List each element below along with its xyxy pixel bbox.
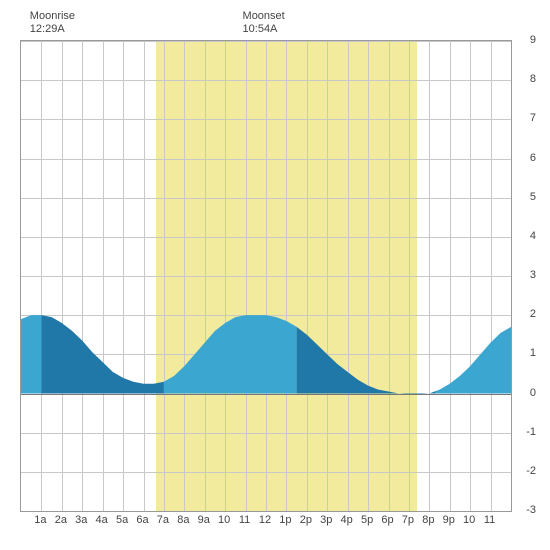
tide-segment [41, 315, 164, 393]
x-tick-label: 1p [279, 514, 291, 526]
y-tick-label: -3 [526, 504, 536, 516]
x-tick-label: 6p [381, 514, 393, 526]
plot-area [20, 40, 512, 512]
x-axis: 1a 2a 3a 4a 5a 6a 7a 8a 9a 10 11 12 1p 2p 3p 4p 5p 6p 7p 8p… [20, 514, 510, 534]
moonrise-title: Moonrise [30, 10, 75, 23]
y-tick-label: 0 [530, 387, 536, 399]
tide-segment [21, 315, 41, 393]
tide-segment [164, 315, 297, 393]
x-tick-label: 2a [55, 514, 67, 526]
x-tick-label: 4p [341, 514, 353, 526]
moonset-time: 10:54A [243, 23, 285, 36]
y-tick-label: 9 [530, 34, 536, 46]
moonset-title: Moonset [243, 10, 285, 23]
tide-segment [297, 327, 436, 394]
y-tick-label: 4 [530, 230, 536, 242]
y-tick-label: -2 [526, 465, 536, 477]
y-tick-label: 6 [530, 152, 536, 164]
x-tick-label: 2p [300, 514, 312, 526]
moonrise-label: Moonrise 12:29A [30, 10, 75, 36]
tide-chart: Moonrise 12:29A Moonset 10:54A -3-2-1012… [10, 10, 540, 540]
tide-area-series [21, 41, 511, 511]
x-tick-label: 7a [157, 514, 169, 526]
x-tick-label: 3a [75, 514, 87, 526]
x-tick-label: 9a [198, 514, 210, 526]
x-tick-label: 5p [361, 514, 373, 526]
moonrise-time: 12:29A [30, 23, 75, 36]
zero-axis-line [21, 394, 511, 395]
x-tick-label: 7p [402, 514, 414, 526]
x-tick-label: 12 [259, 514, 271, 526]
y-tick-label: 1 [530, 347, 536, 359]
tide-segment [435, 327, 511, 394]
moonset-label: Moonset 10:54A [243, 10, 285, 36]
y-axis: -3-2-10123456789 [512, 40, 536, 510]
y-tick-label: 3 [530, 269, 536, 281]
chart-header: Moonrise 12:29A Moonset 10:54A [10, 10, 540, 40]
y-tick-label: 2 [530, 308, 536, 320]
x-tick-label: 9p [443, 514, 455, 526]
x-tick-label: 10 [463, 514, 475, 526]
y-tick-label: 7 [530, 112, 536, 124]
y-tick-label: 5 [530, 191, 536, 203]
x-tick-label: 11 [484, 514, 495, 526]
x-tick-label: 11 [239, 514, 250, 526]
x-tick-label: 8a [177, 514, 189, 526]
x-tick-label: 5a [116, 514, 128, 526]
x-tick-label: 10 [218, 514, 230, 526]
y-tick-label: 8 [530, 73, 536, 85]
grid-line-horizontal [21, 511, 511, 512]
x-tick-label: 1a [34, 514, 46, 526]
x-tick-label: 8p [422, 514, 434, 526]
x-tick-label: 4a [96, 514, 108, 526]
y-tick-label: -1 [526, 426, 536, 438]
x-tick-label: 3p [320, 514, 332, 526]
x-tick-label: 6a [136, 514, 148, 526]
